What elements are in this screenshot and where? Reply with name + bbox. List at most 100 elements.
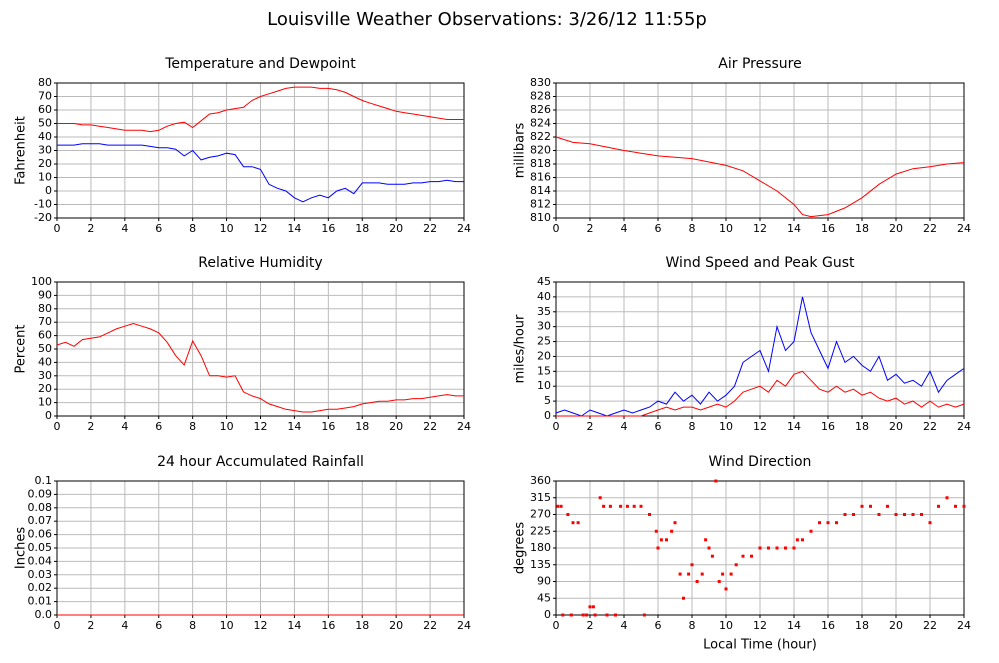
- y-tick-label: 820: [530, 144, 551, 157]
- x-tick-label: 24: [957, 619, 971, 632]
- x-tick-label: 4: [121, 619, 128, 632]
- y-tick-label: 0: [45, 184, 52, 197]
- x-tick-label: 16: [321, 420, 335, 433]
- data-point: [654, 529, 658, 533]
- x-tick-label: 12: [753, 420, 767, 433]
- y-tick-label: 0.04: [28, 554, 53, 567]
- x-tick-label: 18: [855, 222, 869, 235]
- data-point: [717, 580, 721, 583]
- data-point: [659, 538, 663, 542]
- y-tick-label: 826: [530, 103, 551, 116]
- x-tick-label: 8: [689, 222, 696, 235]
- y-tick-label: 0.0: [35, 608, 53, 621]
- x-tick-label: 4: [121, 420, 128, 433]
- x-tick-label: 16: [821, 222, 835, 235]
- x-tick-label: 12: [254, 619, 268, 632]
- y-axis-label: Percent: [14, 325, 29, 374]
- data-point: [673, 521, 677, 525]
- data-point: [920, 513, 923, 516]
- x-tick-label: 2: [587, 420, 594, 433]
- x-tick-label: 24: [957, 420, 971, 433]
- data-point: [598, 496, 602, 500]
- y-tick-label: 5: [544, 394, 551, 407]
- data-point: [903, 513, 906, 516]
- data-line: [56, 322, 464, 413]
- data-point: [642, 613, 646, 617]
- x-tick-label: 14: [787, 420, 801, 433]
- chart-title: Temperature and Dewpoint: [164, 56, 356, 72]
- data-point: [894, 513, 898, 516]
- x-tick-label: 22: [923, 222, 937, 235]
- x-tick-label: 18: [855, 619, 869, 632]
- data-point: [665, 538, 668, 542]
- data-point: [724, 587, 728, 591]
- y-tick-label: 0: [45, 409, 52, 422]
- data-point: [571, 521, 575, 525]
- data-line: [556, 370, 965, 417]
- data-point: [758, 546, 762, 550]
- y-tick-label: 0.05: [28, 541, 53, 554]
- y-tick-label: 0.02: [28, 581, 53, 594]
- plot-frame: [555, 480, 965, 616]
- data-point: [682, 596, 685, 600]
- figure-title: Louisville Weather Observations: 3/26/12…: [267, 9, 707, 30]
- y-tick-label: 80: [38, 302, 52, 315]
- data-point: [704, 538, 708, 542]
- x-tick-label: 2: [587, 619, 594, 632]
- y-tick-label: 0.08: [28, 501, 53, 514]
- y-tick-label: 50: [38, 117, 52, 130]
- x-tick-label: 10: [220, 420, 234, 433]
- y-axis-label: miles/hour: [513, 314, 528, 383]
- y-tick-label: 180: [530, 541, 551, 554]
- x-tick-label: 2: [587, 222, 594, 235]
- x-tick-label: 0: [553, 420, 560, 433]
- y-tick-label: 60: [38, 329, 52, 342]
- y-tick-label: 824: [530, 117, 551, 130]
- data-point: [843, 513, 847, 516]
- y-tick-label: 225: [530, 524, 551, 537]
- x-tick-label: 22: [423, 619, 437, 632]
- y-tick-label: 10: [38, 396, 52, 409]
- data-point: [869, 504, 872, 508]
- data-point: [687, 572, 691, 576]
- data-line: [555, 296, 965, 417]
- x-tick-label: 8: [189, 222, 196, 235]
- y-tick-label: 0.03: [28, 568, 53, 581]
- data-point: [632, 504, 636, 508]
- x-tick-label: 24: [457, 222, 471, 235]
- y-tick-label: 30: [537, 320, 551, 333]
- data-line: [555, 136, 965, 218]
- y-tick-label: 814: [530, 184, 551, 197]
- data-point: [945, 496, 949, 500]
- x-tick-label: 10: [220, 619, 234, 632]
- y-tick-label: 360: [530, 474, 551, 487]
- x-tick-label: 4: [621, 619, 628, 632]
- y-tick-label: 0: [544, 608, 551, 621]
- y-tick-label: 70: [38, 315, 52, 328]
- x-tick-label: 24: [957, 222, 971, 235]
- y-tick-label: 25: [537, 335, 551, 348]
- x-tick-label: 10: [719, 222, 733, 235]
- data-point: [750, 554, 753, 558]
- y-tick-label: 30: [38, 369, 52, 382]
- x-tick-label: 24: [457, 619, 471, 632]
- data-line: [57, 86, 464, 133]
- x-tick-label: 4: [121, 222, 128, 235]
- x-tick-label: 16: [821, 420, 835, 433]
- x-tick-label: 14: [787, 222, 801, 235]
- x-tick-label: 10: [719, 619, 733, 632]
- data-point: [591, 605, 595, 609]
- x-tick-label: 12: [254, 222, 268, 235]
- data-line: [57, 143, 464, 203]
- data-point: [835, 521, 838, 525]
- chart-title: 24 hour Accumulated Rainfall: [157, 454, 364, 470]
- data-point: [648, 513, 651, 516]
- chart-title: Air Pressure: [718, 56, 801, 72]
- data-point: [721, 572, 725, 576]
- x-tick-label: 14: [287, 222, 301, 235]
- y-axis-label: Inches: [14, 527, 29, 569]
- x-tick-label: 20: [889, 222, 903, 235]
- data-point: [707, 546, 711, 550]
- data-point: [605, 613, 609, 617]
- y-axis-label: Fahrenheit: [14, 116, 29, 185]
